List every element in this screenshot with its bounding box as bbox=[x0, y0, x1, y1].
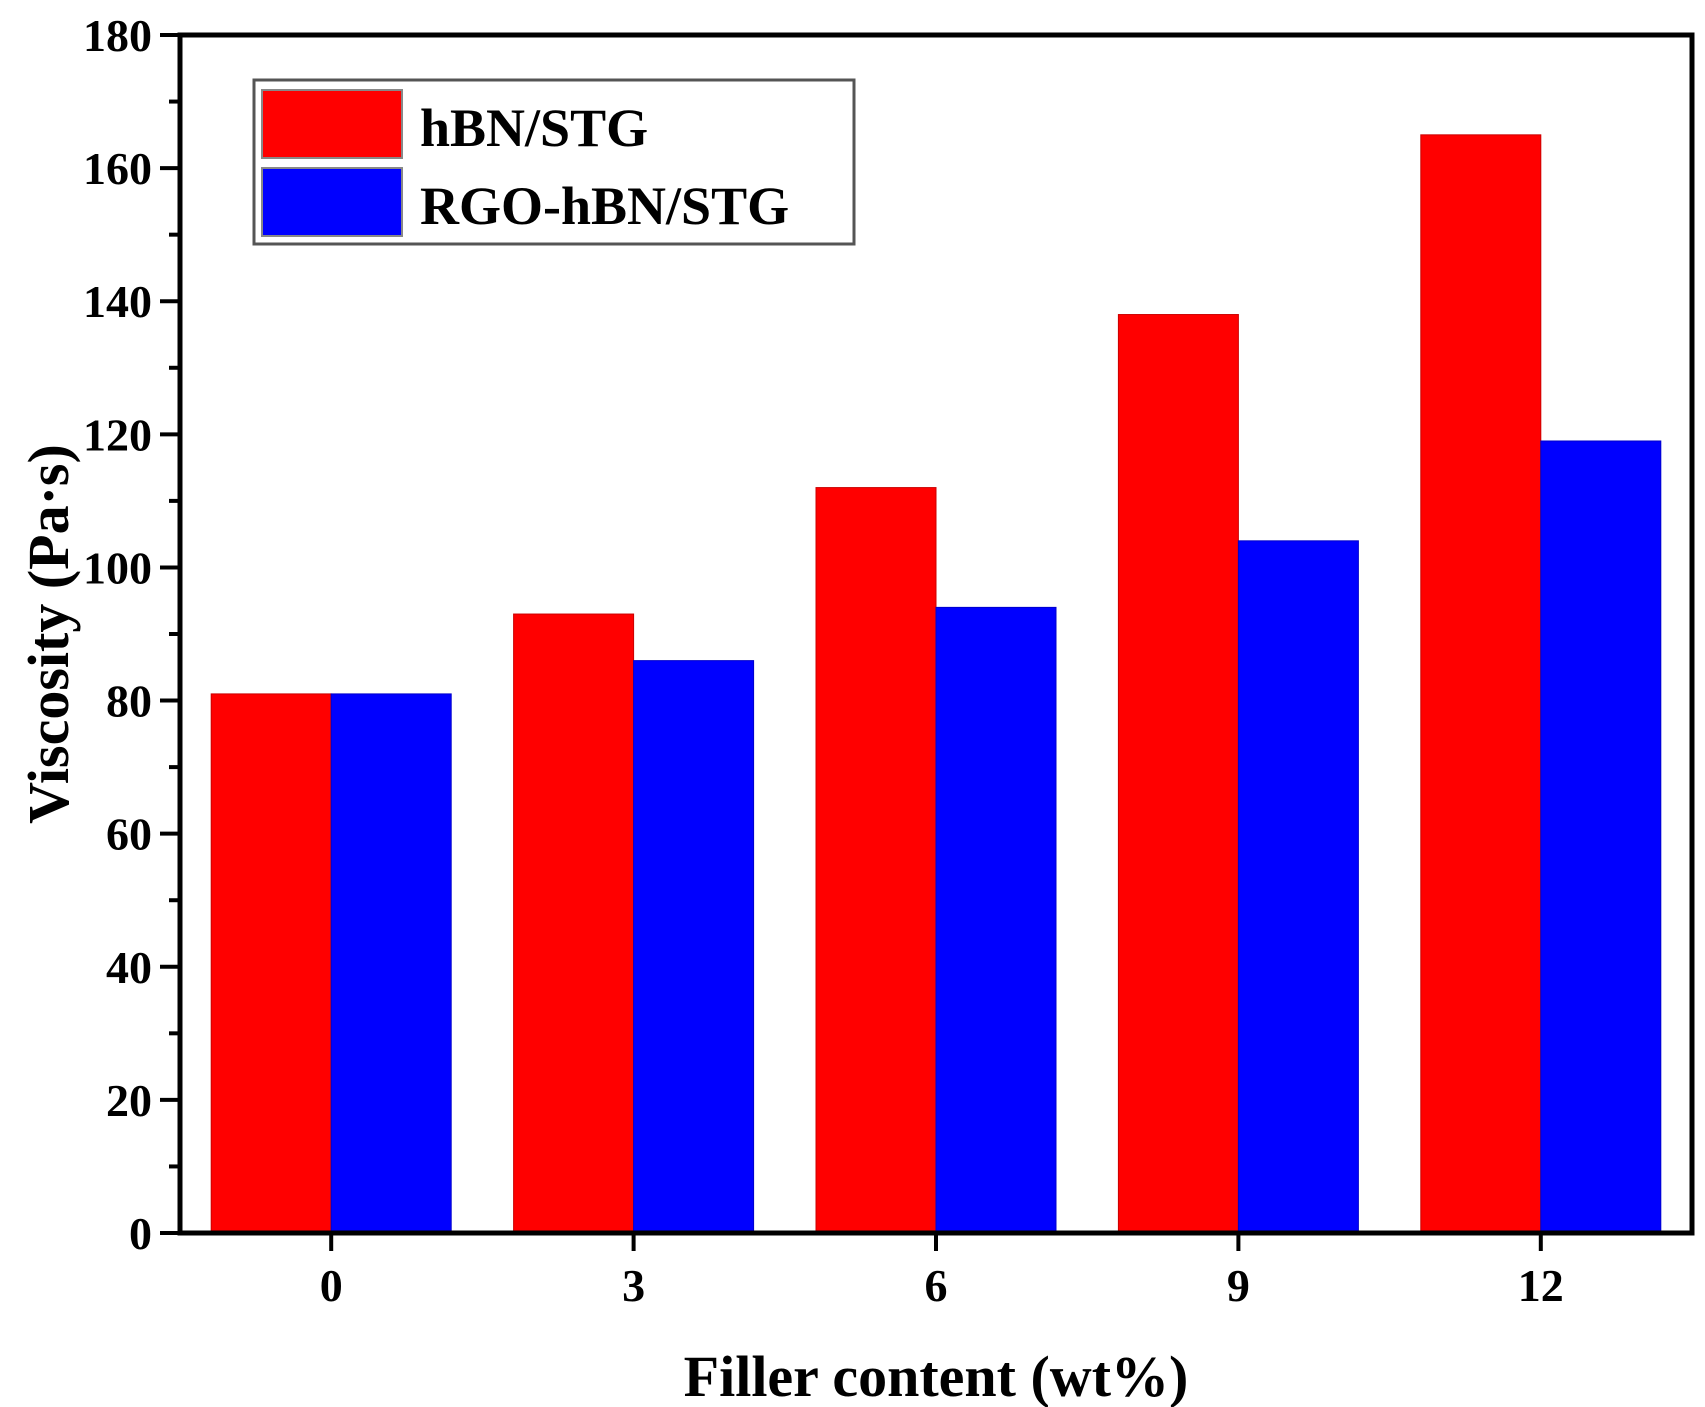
y-axis: 0 20 40 60 80 100 120 140 160 180 bbox=[83, 10, 180, 1259]
x-tick-label: 6 bbox=[925, 1260, 948, 1311]
y-tick-label: 20 bbox=[106, 1075, 152, 1126]
bar-hbn-stg-3 bbox=[513, 613, 635, 1234]
bar-hbn-stg-12 bbox=[1420, 134, 1542, 1234]
legend-swatch-rgo-hbn-stg bbox=[261, 167, 403, 237]
y-tick-label: 100 bbox=[83, 542, 152, 593]
bar-rgo-hbn-stg-3 bbox=[633, 660, 755, 1234]
x-axis-label: Filler content (wt%) bbox=[684, 1344, 1189, 1407]
x-tick-label: 12 bbox=[1518, 1260, 1564, 1311]
y-axis-label: Viscosity (Pa·s) bbox=[16, 444, 81, 824]
x-tick-label: 0 bbox=[320, 1260, 343, 1311]
legend-label-rgo-hbn-stg: RGO-hBN/STG bbox=[420, 176, 789, 236]
bar-rgo-hbn-stg-0 bbox=[330, 693, 452, 1234]
x-tick-label: 9 bbox=[1227, 1260, 1250, 1311]
legend-swatch-hbn-stg bbox=[261, 89, 403, 159]
bar-hbn-stg-9 bbox=[1117, 314, 1239, 1234]
bar-rgo-hbn-stg-9 bbox=[1237, 540, 1359, 1234]
y-tick-label: 80 bbox=[106, 676, 152, 727]
bar-hbn-stg-0 bbox=[210, 693, 332, 1234]
bar-rgo-hbn-stg-12 bbox=[1540, 440, 1662, 1234]
y-tick-label: 180 bbox=[83, 10, 152, 61]
y-tick-label: 60 bbox=[106, 809, 152, 860]
y-tick-label: 40 bbox=[106, 942, 152, 993]
y-tick-label: 140 bbox=[83, 276, 152, 327]
legend: hBN/STG RGO-hBN/STG bbox=[252, 78, 856, 246]
bar-rgo-hbn-stg-6 bbox=[935, 606, 1057, 1234]
x-tick-label: 3 bbox=[622, 1260, 645, 1311]
legend-label-hbn-stg: hBN/STG bbox=[420, 98, 648, 158]
bar-hbn-stg-6 bbox=[815, 487, 937, 1234]
y-tick-label: 160 bbox=[83, 143, 152, 194]
y-tick-label: 120 bbox=[83, 409, 152, 460]
x-axis: 0 3 6 9 12 bbox=[320, 1233, 1564, 1311]
bars-layer bbox=[210, 134, 1662, 1234]
y-tick-label: 0 bbox=[129, 1208, 152, 1259]
